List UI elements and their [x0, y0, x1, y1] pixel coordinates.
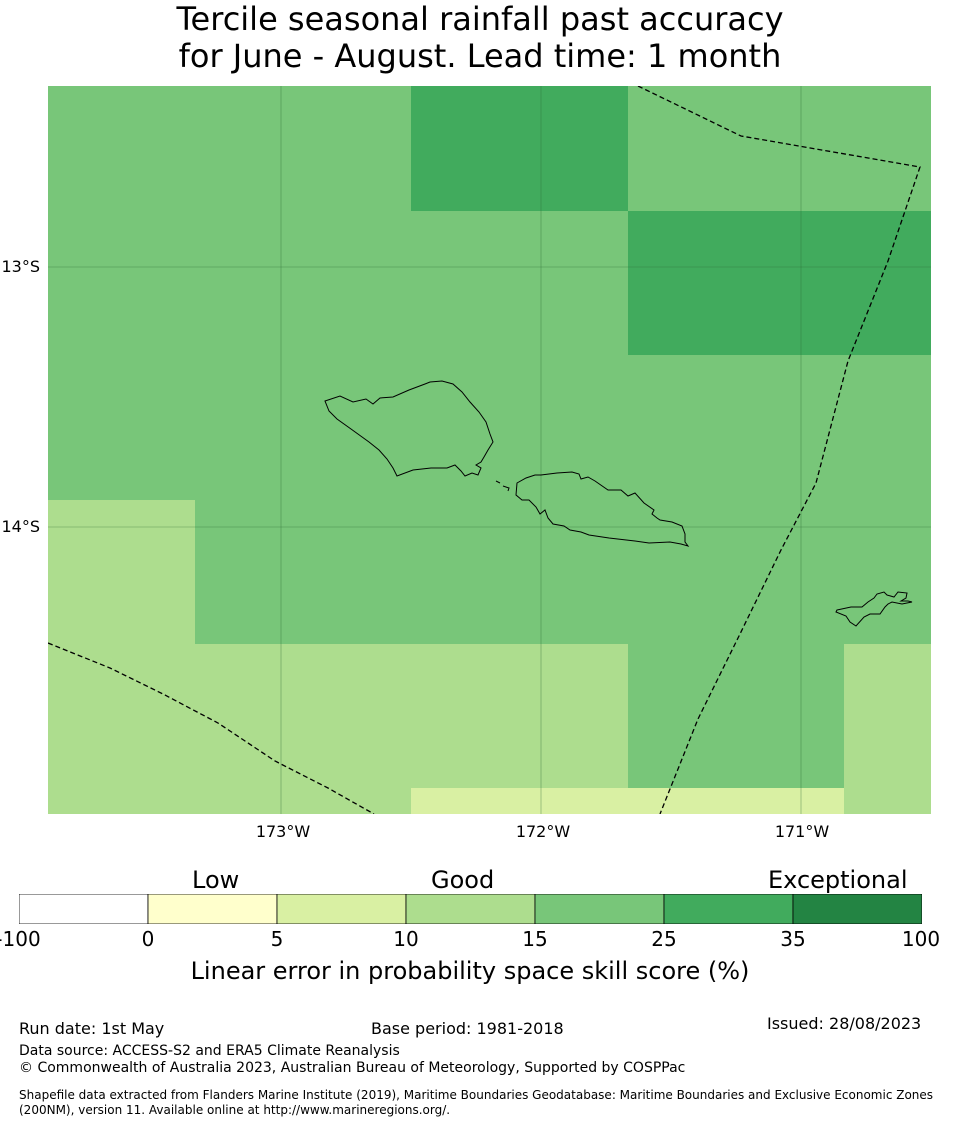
map-cell-high [628, 211, 931, 355]
graticule [48, 86, 931, 814]
colorbar-segment [147, 894, 278, 924]
data-source: Data source: ACCESS-S2 and ERA5 Climate … [19, 1043, 400, 1059]
colorbar-tick: 15 [522, 927, 548, 951]
colorbar [19, 894, 922, 924]
lon-label-171w: 171°W [774, 822, 830, 841]
lat-label-13s: 13°S [1, 257, 40, 276]
colorbar-tick: 5 [270, 927, 284, 951]
copyright: © Commonwealth of Australia 2023, Austra… [19, 1060, 686, 1076]
islands [324, 380, 913, 627]
colorbar-tick: 10 [393, 927, 419, 951]
colorbar-segment [276, 894, 407, 924]
map-cell-high [411, 86, 628, 211]
skill-score-map [48, 86, 931, 814]
shapefile-credit: Shapefile data extracted from Flanders M… [19, 1088, 934, 1117]
island-apolima [495, 480, 501, 484]
colorbar-segment [663, 894, 794, 924]
colorbar-title: Linear error in probability space skill … [190, 957, 750, 985]
colorbar-segment [534, 894, 665, 924]
lon-label-173w: 173°W [255, 822, 311, 841]
map-title-line-1: Tercile seasonal rainfall past accuracy [176, 0, 784, 38]
lon-label-172w: 172°W [515, 822, 571, 841]
map-cell-medium [844, 644, 931, 814]
lat-label-14s: 14°S [1, 517, 40, 536]
island-tutuila [835, 591, 913, 627]
colorbar-tick: -100 [0, 927, 41, 951]
island-manono [502, 485, 510, 492]
legend-category-good: Good [431, 866, 495, 894]
map-cell-medium [195, 644, 628, 814]
colorbar-segment [405, 894, 536, 924]
map-cell-low [411, 788, 844, 814]
colorbar-tick: 25 [651, 927, 677, 951]
issued-date: Issued: 28/08/2023 [767, 1014, 922, 1033]
run-date: Run date: 1st May [19, 1019, 165, 1038]
map-title-line-2: for June - August. Lead time: 1 month [178, 37, 782, 75]
colorbar-tick: 100 [901, 927, 941, 951]
legend-category-exceptional: Exceptional [768, 866, 908, 894]
maritime-boundaries [48, 86, 921, 814]
legend-category-low: Low [192, 866, 240, 894]
colorbar-tick: 35 [780, 927, 806, 951]
island-upolu [515, 471, 690, 547]
colorbar-segment [792, 894, 922, 924]
colorbar-segment [19, 894, 149, 924]
colorbar-tick: 0 [141, 927, 155, 951]
island-savaii [324, 380, 494, 477]
base-period: Base period: 1981-2018 [371, 1019, 564, 1038]
map-cell-medium [48, 500, 195, 814]
